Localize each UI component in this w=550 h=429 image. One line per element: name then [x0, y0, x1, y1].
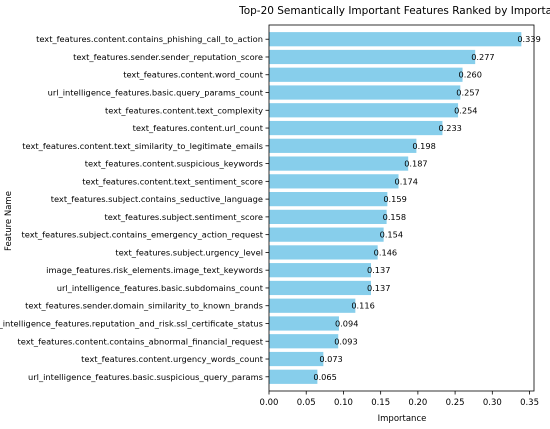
category-label: text_features.content.text_similarity_to…: [22, 141, 263, 151]
bar: [269, 49, 476, 65]
value-label: 0.277: [471, 52, 494, 62]
value-label: 0.093: [334, 336, 357, 346]
value-label: 0.065: [313, 372, 336, 382]
category-label: url_intelligence_features.basic.subdomai…: [57, 283, 264, 293]
category-label: text_features.subject.contains_seductive…: [51, 194, 263, 204]
value-label: 0.174: [395, 176, 418, 186]
category-label: text_features.content.urgency_words_coun…: [81, 354, 264, 364]
value-label: 0.073: [319, 354, 342, 364]
value-label: 0.158: [383, 212, 406, 222]
category-label: text_features.content.url_count: [133, 123, 264, 133]
x-tick-label: 0.20: [408, 398, 427, 408]
bar: [269, 67, 463, 82]
x-axis-label: Importance: [378, 414, 427, 424]
value-label: 0.257: [456, 88, 479, 98]
bar: [269, 298, 356, 313]
value-label: 0.116: [351, 301, 374, 311]
y-axis-label: Feature Name: [4, 191, 14, 251]
category-label: text_features.content.contains_phishing_…: [36, 34, 263, 44]
value-label: 0.254: [454, 105, 477, 115]
bar: [269, 245, 378, 260]
x-tick-label: 0.10: [334, 398, 353, 408]
value-label: 0.260: [459, 70, 482, 80]
bar: [269, 174, 399, 189]
bar: [269, 263, 371, 278]
x-tick-label: 0.25: [446, 398, 465, 408]
value-label: 0.159: [383, 194, 406, 204]
bar: [269, 32, 522, 47]
chart-title: Top-20 Semantically Important Features R…: [238, 5, 550, 17]
category-label: text_features.sender.sender_reputation_s…: [73, 52, 263, 62]
bar: [269, 280, 371, 296]
category-label: text_features.content.word_count: [123, 70, 264, 80]
category-label: text_features.subject.sentiment_score: [104, 212, 263, 222]
category-label: url_intelligence_features.basic.query_pa…: [48, 88, 264, 98]
bar: [269, 369, 318, 384]
value-label: 0.094: [335, 318, 358, 328]
value-label: 0.137: [367, 283, 390, 293]
bars-group: [269, 32, 522, 384]
bar: [269, 85, 461, 100]
value-label: 0.187: [404, 159, 427, 169]
bar: [269, 138, 417, 153]
bar: [269, 334, 339, 349]
value-label: 0.198: [412, 141, 435, 151]
value-label: 0.339: [517, 34, 540, 44]
category-labels: text_features.content.contains_phishing_…: [0, 34, 269, 382]
x-tick-label: 0.05: [297, 398, 316, 408]
bar: [269, 351, 324, 367]
plot-frame: [268, 24, 535, 392]
x-axis-ticks: 0.00 0.05 0.10 0.15 0.20 0.25 0.30 0.35: [260, 391, 539, 408]
category-label: text_features.content.text_sentiment_sco…: [82, 176, 263, 186]
value-label: 0.154: [380, 230, 403, 240]
x-tick-label: 0.30: [483, 398, 502, 408]
category-label: text_features.content.text_complexity: [105, 105, 263, 115]
category-label: text_features.subject.urgency_level: [115, 247, 263, 257]
bar: [269, 103, 459, 118]
category-label: text_features.content.contains_abnormal_…: [18, 336, 264, 346]
x-tick-label: 0.00: [260, 398, 279, 408]
category-label: image_features.risk_elements.image_text_…: [46, 265, 263, 275]
bar: [269, 156, 409, 171]
bar: [269, 316, 339, 331]
category-label: text_features.content.suspicious_keyword…: [85, 159, 263, 169]
value-label: 0.146: [374, 247, 397, 257]
bar: [269, 192, 388, 207]
bar: [269, 209, 387, 224]
category-label: text_features.subject.contains_emergency…: [22, 230, 264, 240]
value-label: 0.233: [438, 123, 461, 133]
x-tick-label: 0.35: [520, 398, 539, 408]
category-label: url_intelligence_features.reputation_and…: [0, 318, 263, 328]
x-tick-label: 0.15: [371, 398, 390, 408]
bar: [269, 120, 443, 136]
value-label: 0.137: [367, 265, 390, 275]
category-label: text_features.sender.domain_similarity_t…: [25, 301, 263, 311]
bar: [269, 227, 384, 242]
category-label: url_intelligence_features.basic.suspicio…: [28, 372, 263, 382]
